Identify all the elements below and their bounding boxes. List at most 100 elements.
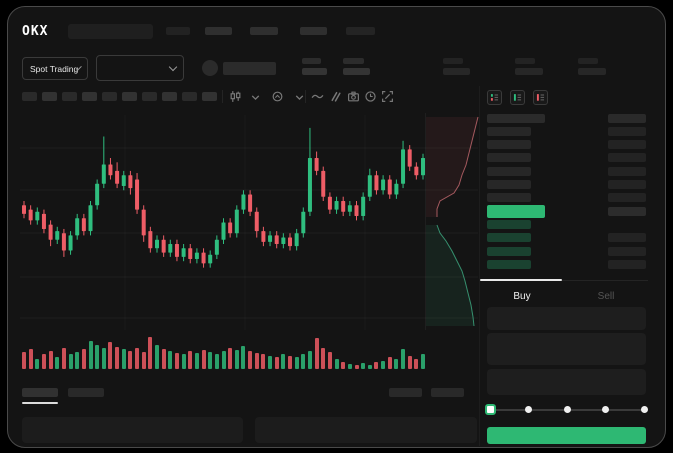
search-input[interactable] [68,24,153,39]
stat-value-placeholder [343,68,370,75]
stat-label-placeholder [302,58,321,64]
nav-item-placeholder[interactable] [250,27,278,35]
timeframe-button-placeholder[interactable] [22,92,37,101]
amount-bar-placeholder [608,179,646,189]
volume-bars [20,336,432,369]
price-bar-placeholder [487,259,531,269]
amount-input[interactable] [487,333,646,365]
book-split-icon[interactable] [487,90,502,105]
nav-item-placeholder[interactable] [346,27,375,35]
order-book-row[interactable] [487,245,646,258]
amount-bar-placeholder [608,153,646,163]
chevron-down-icon [168,62,178,72]
price-bar-placeholder [487,166,531,176]
slider-stop[interactable] [640,406,648,413]
price-bar-placeholder [487,193,531,203]
bottom-tab-placeholder[interactable] [68,388,104,397]
price-bar-placeholder [487,153,531,163]
book-asks-icon[interactable] [533,90,548,105]
camera-icon[interactable] [347,90,360,103]
last-price-row[interactable] [487,204,646,218]
timeframe-button-placeholder[interactable] [102,92,117,101]
timeframe-button-placeholder[interactable] [142,92,157,101]
order-book-row[interactable] [487,218,646,231]
order-book-row[interactable] [487,231,646,244]
price-input[interactable] [487,307,646,330]
market-type-dropdown[interactable]: Spot Trading [22,57,88,80]
book-bids-icon[interactable] [510,90,525,105]
order-book-row[interactable] [487,138,646,151]
amount-bar-placeholder [608,193,646,203]
amount-bar-placeholder [608,246,646,256]
bottom-action-placeholder[interactable] [389,388,422,397]
timeframe-button-placeholder[interactable] [62,92,77,101]
fullscreen-icon[interactable] [381,90,394,103]
slider-stop[interactable] [602,406,610,413]
slider-stop[interactable] [525,406,533,413]
price-bar-placeholder [487,179,531,189]
timeframe-button-placeholder[interactable] [162,92,177,101]
order-book-row[interactable] [487,178,646,191]
timeframe-button-placeholder[interactable] [182,92,197,101]
timeframe-button-placeholder[interactable] [122,92,137,101]
okx-logo-text: OKX [22,24,49,39]
amount-slider[interactable] [485,403,648,416]
timeframe-button-placeholder[interactable] [202,92,217,101]
price-chart[interactable] [20,115,478,330]
price-bar-placeholder [487,140,531,150]
amount-bar-placeholder [608,206,646,216]
sell-tab-label: Sell [597,291,615,302]
candle-style-icon[interactable] [229,90,242,103]
line-wave-icon[interactable] [311,90,324,103]
compare-icon[interactable] [329,90,342,103]
stat-label-placeholder [343,58,364,64]
last-price-placeholder [223,62,276,75]
timeframe-button-placeholder[interactable] [42,92,57,101]
amount-bar-placeholder [608,113,646,123]
bottom-action-placeholder[interactable] [431,388,464,397]
indicators-icon[interactable] [271,90,284,103]
order-book-row[interactable] [487,165,646,178]
amount-bar-placeholder [608,127,646,137]
orders-panel-placeholder [22,417,243,443]
slider-stop[interactable] [563,406,571,413]
total-input[interactable] [487,369,646,395]
history-clock-icon[interactable] [364,90,377,103]
bottom-tab-active-placeholder[interactable] [22,388,58,397]
pair-selector-dropdown[interactable] [96,55,184,81]
nav-item-placeholder[interactable] [205,27,232,35]
price-bar-placeholder [487,233,531,243]
price-bar-placeholder [487,113,545,123]
order-book-row[interactable] [487,151,646,164]
buy-submit-button[interactable] [487,427,646,444]
stat-value-placeholder [515,68,543,75]
depth-chart[interactable] [425,113,481,330]
nav-item-placeholder[interactable] [300,27,327,35]
tab-buy[interactable]: Buy [480,286,564,304]
chevron-down-icon[interactable] [293,91,306,104]
stat-label-placeholder [515,58,535,64]
price-bar-placeholder [487,127,531,137]
okx-logo[interactable]: OKX [22,22,48,40]
amount-bar-placeholder [608,233,646,243]
slider-handle[interactable] [485,404,496,415]
chevron-down-icon[interactable] [249,91,262,104]
price-bar-placeholder [487,204,545,218]
stat-value-placeholder [443,68,470,75]
stat-value-placeholder [302,68,327,75]
divider [480,280,648,281]
order-book-row[interactable] [487,125,646,138]
nav-item-placeholder[interactable] [166,27,190,35]
bottom-tab-underline [22,402,58,404]
amount-bar-placeholder [608,166,646,176]
market-type-label: Spot Trading [30,63,79,74]
order-book-row[interactable] [487,191,646,204]
timeframe-button-placeholder[interactable] [82,92,97,101]
price-bar-placeholder [487,246,531,256]
tab-sell[interactable]: Sell [564,286,648,304]
stat-label-placeholder [443,58,463,64]
orderbook-view-toggles [487,90,548,105]
order-book-row[interactable] [487,111,646,125]
order-book-row[interactable] [487,258,646,271]
